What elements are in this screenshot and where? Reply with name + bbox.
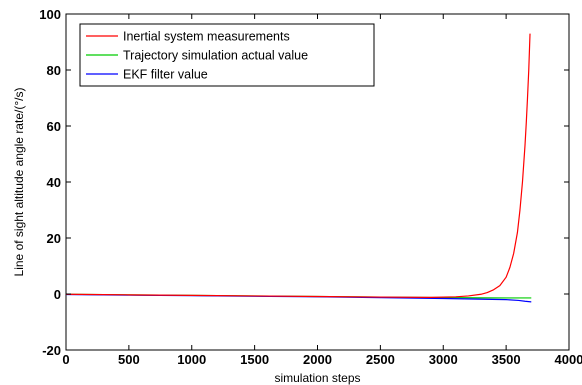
x-tick-label: 1500 [240,352,269,367]
legend-label-ekf: EKF filter value [123,68,208,82]
x-tick-label: 0 [62,352,69,367]
y-tick-label: 100 [39,7,61,22]
x-tick-label: 3000 [429,352,458,367]
y-tick-label: 20 [47,231,61,246]
y-tick-label: 40 [47,175,61,190]
y-tick-label: 80 [47,63,61,78]
x-tick-label: 3500 [492,352,521,367]
legend: Inertial system measurements Trajectory … [79,23,375,87]
y-axis-label: Line of sight altitude angle rate/(°/s) [12,88,26,277]
legend-box [79,23,375,87]
x-tick-label: 2500 [366,352,395,367]
legend-label-inertial: Inertial system measurements [123,30,290,44]
tick-layer: 0 500 1000 1500 2000 2500 3000 3500 4000-2002040… [39,7,582,367]
x-tick-label: 4000 [555,352,582,367]
series-layer [65,33,532,303]
y-tick-label: 0 [54,287,61,302]
y-tick-label: 60 [47,119,61,134]
x-tick-label: 1000 [177,352,206,367]
series-line-inertial-system-measurements [65,33,531,298]
x-tick-label: 500 [118,352,140,367]
y-tick-label: -20 [42,343,61,358]
x-axis-label: simulation steps [274,371,360,385]
legend-label-trajectory: Trajectory simulation actual value [123,49,308,63]
x-tick-label: 2000 [303,352,332,367]
